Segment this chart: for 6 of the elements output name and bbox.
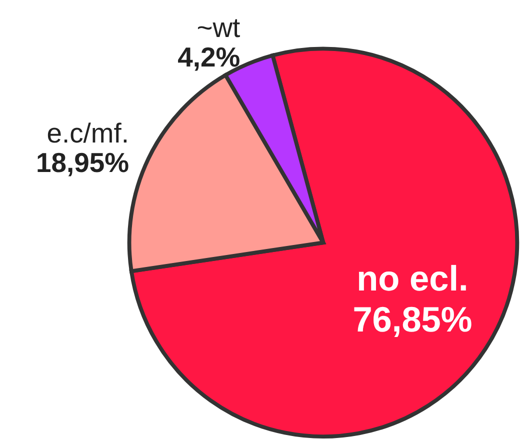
slice-label: no ecl.	[356, 259, 468, 298]
data-label: 76,85%	[352, 300, 472, 340]
data-label: 18,95%	[36, 146, 129, 178]
slice-label: ~wt	[196, 12, 241, 43]
slice-label: e.c/mf.	[46, 117, 129, 148]
data-label: 4,2%	[178, 41, 240, 72]
